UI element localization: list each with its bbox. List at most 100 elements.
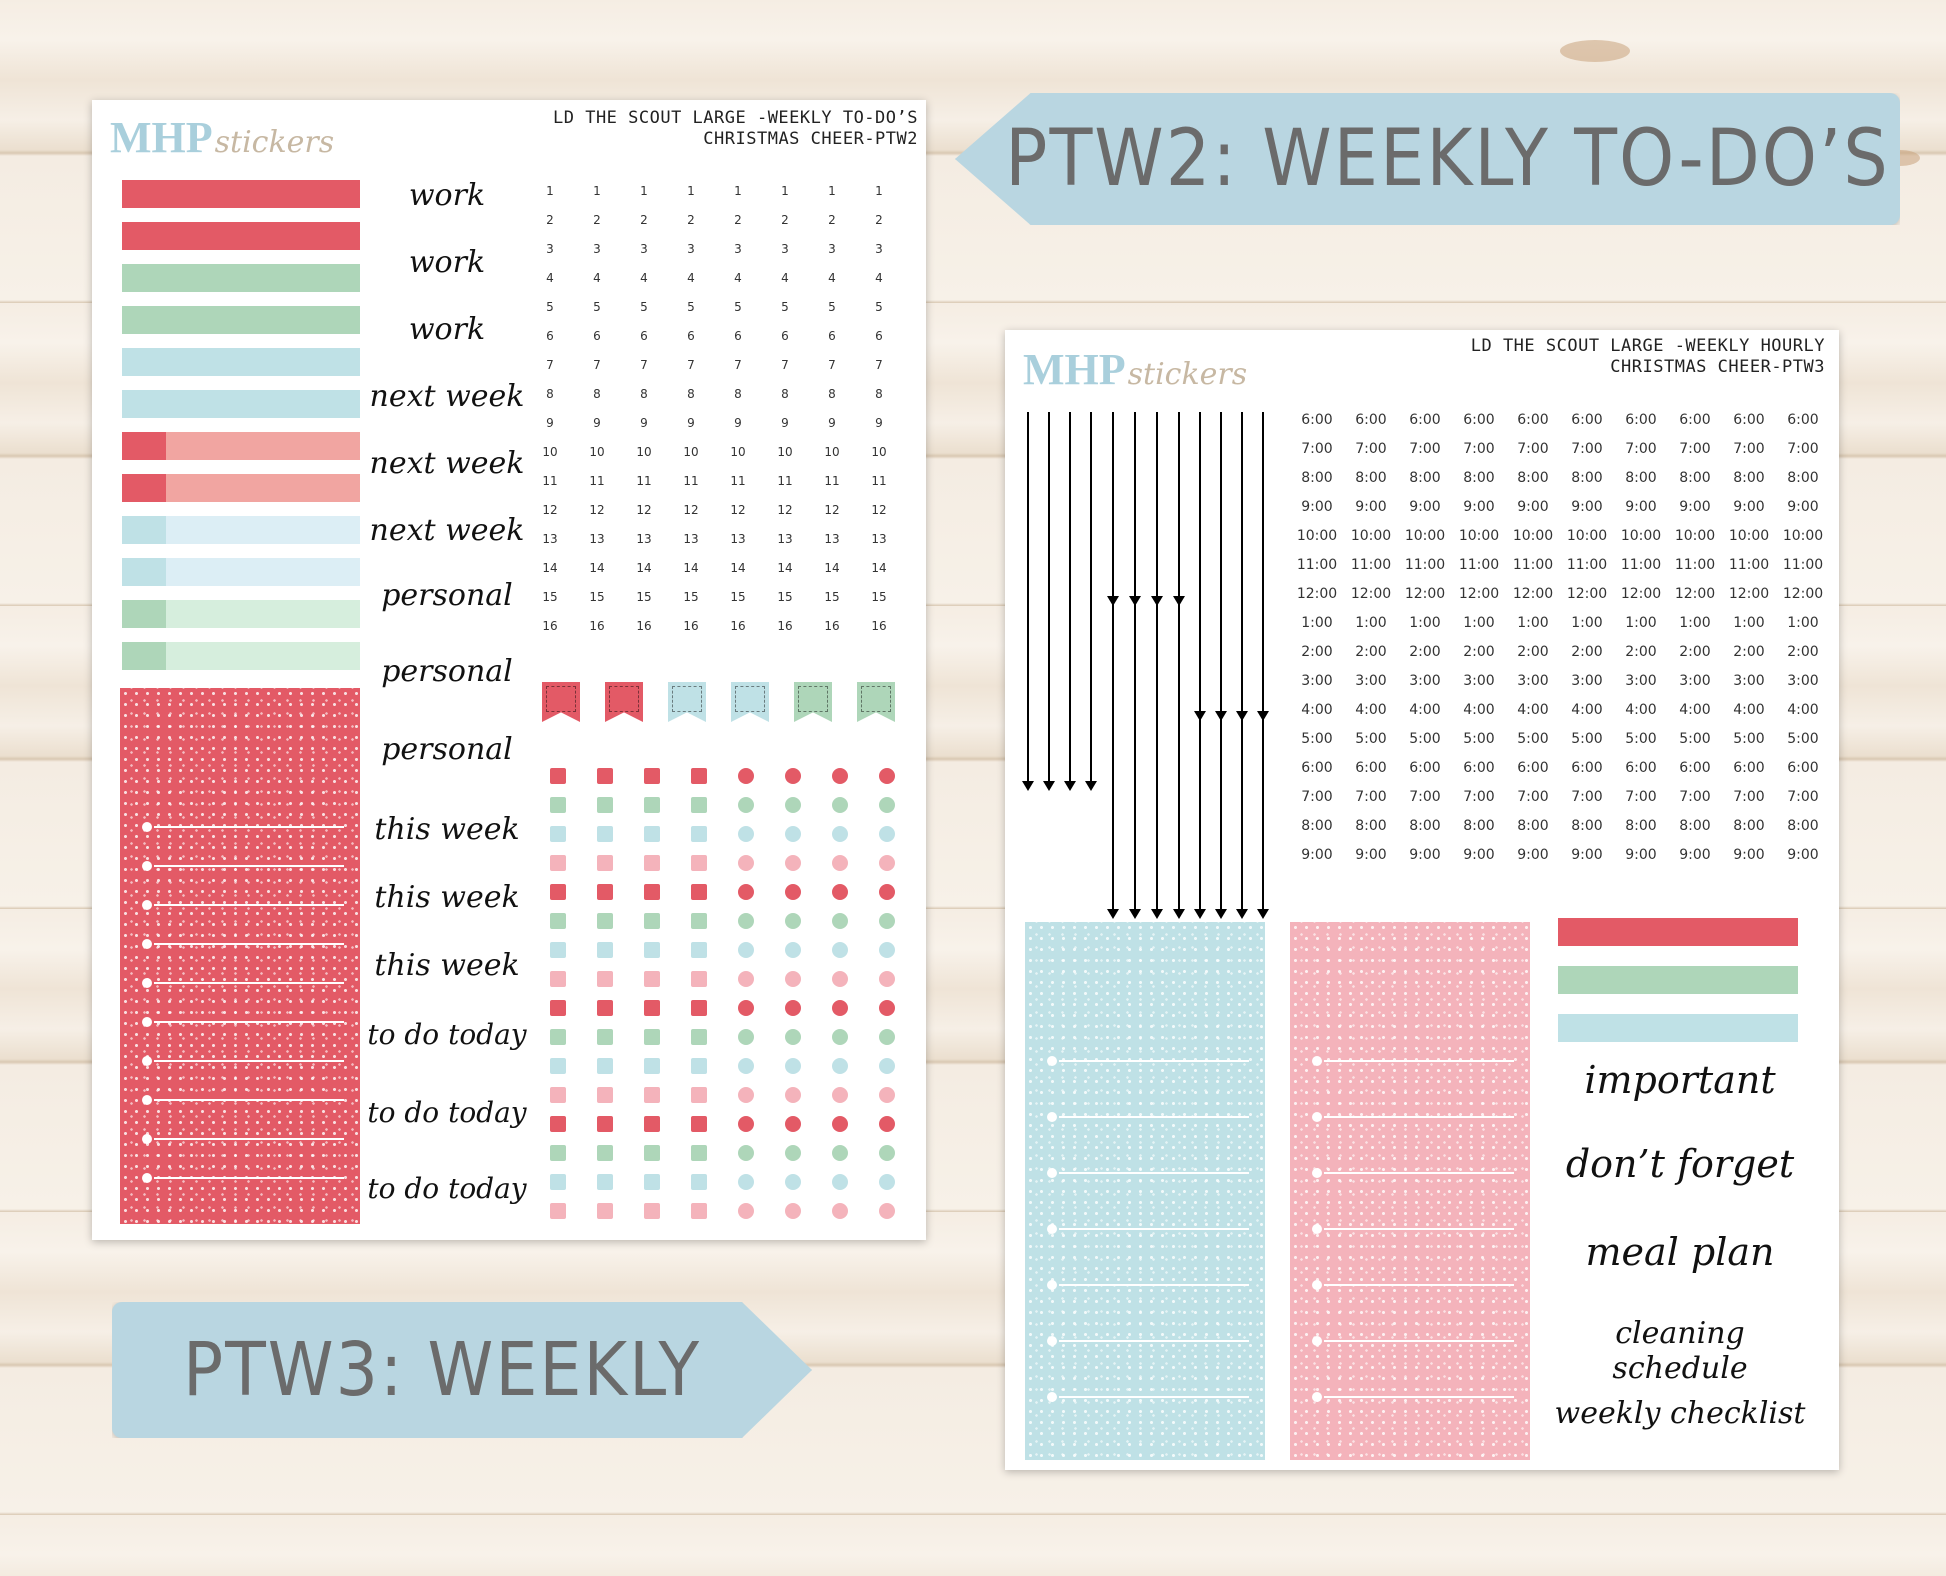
number-sticker: 9 xyxy=(828,416,836,430)
checklist-bullet xyxy=(1047,1224,1057,1234)
flag-stitch xyxy=(861,686,891,712)
number-sticker: 15 xyxy=(730,590,746,604)
hour-sticker: 3:00 xyxy=(1571,673,1603,689)
hour-sticker: 6:00 xyxy=(1517,760,1549,776)
number-sticker: 6 xyxy=(781,329,789,343)
arrow-sticker xyxy=(1022,412,1034,791)
color-bar xyxy=(1558,918,1798,946)
number-sticker: 4 xyxy=(875,271,883,285)
number-sticker: 12 xyxy=(589,503,605,517)
flag-sticker xyxy=(542,682,580,722)
hour-sticker: 8:00 xyxy=(1517,818,1549,834)
hour-sticker: 7:00 xyxy=(1517,441,1549,457)
number-sticker: 5 xyxy=(828,300,836,314)
dot-sticker xyxy=(738,1203,754,1219)
square-sticker xyxy=(644,1174,660,1190)
dot-sticker xyxy=(738,797,754,813)
square-sticker xyxy=(644,1087,660,1103)
sheet-title: LD THE SCOUT LARGE -WEEKLY TO-DO’S CHRIS… xyxy=(553,108,918,150)
label-sticker: personal xyxy=(381,654,513,689)
hour-sticker: 7:00 xyxy=(1355,789,1387,805)
number-sticker: 16 xyxy=(683,619,699,633)
label-sticker: personal xyxy=(381,578,513,613)
square-sticker xyxy=(597,913,613,929)
label-sticker: weekly checklist xyxy=(1554,1396,1806,1431)
square-sticker xyxy=(691,884,707,900)
square-sticker xyxy=(691,1116,707,1132)
hour-sticker: 2:00 xyxy=(1733,644,1765,660)
hour-sticker: 6:00 xyxy=(1517,412,1549,428)
dot-sticker xyxy=(785,1203,801,1219)
hour-sticker: 7:00 xyxy=(1625,441,1657,457)
square-sticker xyxy=(644,971,660,987)
number-sticker: 14 xyxy=(542,561,558,575)
hour-sticker: 9:00 xyxy=(1355,847,1387,863)
sheet-title-line2: CHRISTMAS CHEER-PTW3 xyxy=(1610,357,1825,377)
dot-sticker xyxy=(738,1029,754,1045)
hour-sticker: 2:00 xyxy=(1409,644,1441,660)
sheet-title-line2: CHRISTMAS CHEER-PTW2 xyxy=(703,129,918,149)
hour-sticker: 12:00 xyxy=(1674,586,1716,602)
label-sticker: work xyxy=(408,245,486,280)
hour-sticker: 12:00 xyxy=(1458,586,1500,602)
number-sticker: 8 xyxy=(593,387,601,401)
checklist-bullet xyxy=(142,1095,152,1105)
hour-sticker: 4:00 xyxy=(1517,702,1549,718)
number-sticker: 5 xyxy=(781,300,789,314)
hour-sticker: 7:00 xyxy=(1787,441,1819,457)
hour-sticker: 7:00 xyxy=(1517,789,1549,805)
hour-sticker: 10:00 xyxy=(1296,528,1338,544)
number-sticker: 12 xyxy=(777,503,793,517)
hour-sticker: 8:00 xyxy=(1733,470,1765,486)
hour-sticker: 7:00 xyxy=(1463,789,1495,805)
number-sticker: 9 xyxy=(687,416,695,430)
hour-sticker: 9:00 xyxy=(1571,499,1603,515)
hour-sticker: 9:00 xyxy=(1733,847,1765,863)
number-sticker: 6 xyxy=(875,329,883,343)
label-sticker: to do today xyxy=(367,1018,527,1051)
hour-sticker: 8:00 xyxy=(1409,470,1441,486)
dot-sticker xyxy=(832,1203,848,1219)
dot-sticker xyxy=(738,768,754,784)
hour-sticker: 9:00 xyxy=(1517,499,1549,515)
hour-sticker: 9:00 xyxy=(1679,499,1711,515)
hour-sticker: 7:00 xyxy=(1679,441,1711,457)
number-sticker: 10 xyxy=(777,445,793,459)
hour-sticker: 1:00 xyxy=(1517,615,1549,631)
dot-sticker xyxy=(879,1087,895,1103)
label-sticker: to do today xyxy=(367,1096,527,1129)
dot-sticker xyxy=(785,1058,801,1074)
color-bar xyxy=(122,642,360,670)
square-sticker xyxy=(597,826,613,842)
hour-sticker: 4:00 xyxy=(1733,702,1765,718)
number-sticker: 9 xyxy=(546,416,554,430)
number-sticker: 13 xyxy=(636,532,652,546)
color-bar xyxy=(122,306,360,334)
hour-sticker: 9:00 xyxy=(1787,499,1819,515)
hour-sticker: 2:00 xyxy=(1355,644,1387,660)
number-sticker: 5 xyxy=(593,300,601,314)
arrow-sticker xyxy=(1085,412,1097,791)
square-sticker xyxy=(691,942,707,958)
checklist-panel-blue xyxy=(1025,922,1265,1460)
hour-sticker: 6:00 xyxy=(1625,760,1657,776)
checklist-line xyxy=(1324,1284,1514,1286)
number-sticker: 16 xyxy=(589,619,605,633)
hour-sticker: 6:00 xyxy=(1463,760,1495,776)
checklist-bullet xyxy=(1312,1056,1322,1066)
square-sticker xyxy=(550,942,566,958)
checklist-bullet xyxy=(142,1056,152,1066)
hour-sticker: 3:00 xyxy=(1463,673,1495,689)
hour-sticker: 2:00 xyxy=(1625,644,1657,660)
hour-sticker: 9:00 xyxy=(1679,847,1711,863)
dot-sticker xyxy=(738,1000,754,1016)
checklist-line xyxy=(1059,1396,1249,1398)
hour-sticker: 4:00 xyxy=(1301,702,1333,718)
flag-sticker xyxy=(731,682,769,722)
hour-sticker: 6:00 xyxy=(1301,412,1333,428)
hour-sticker: 7:00 xyxy=(1679,789,1711,805)
hour-sticker: 5:00 xyxy=(1787,731,1819,747)
hour-sticker: 10:00 xyxy=(1620,528,1662,544)
square-sticker xyxy=(691,1203,707,1219)
number-sticker: 10 xyxy=(730,445,746,459)
